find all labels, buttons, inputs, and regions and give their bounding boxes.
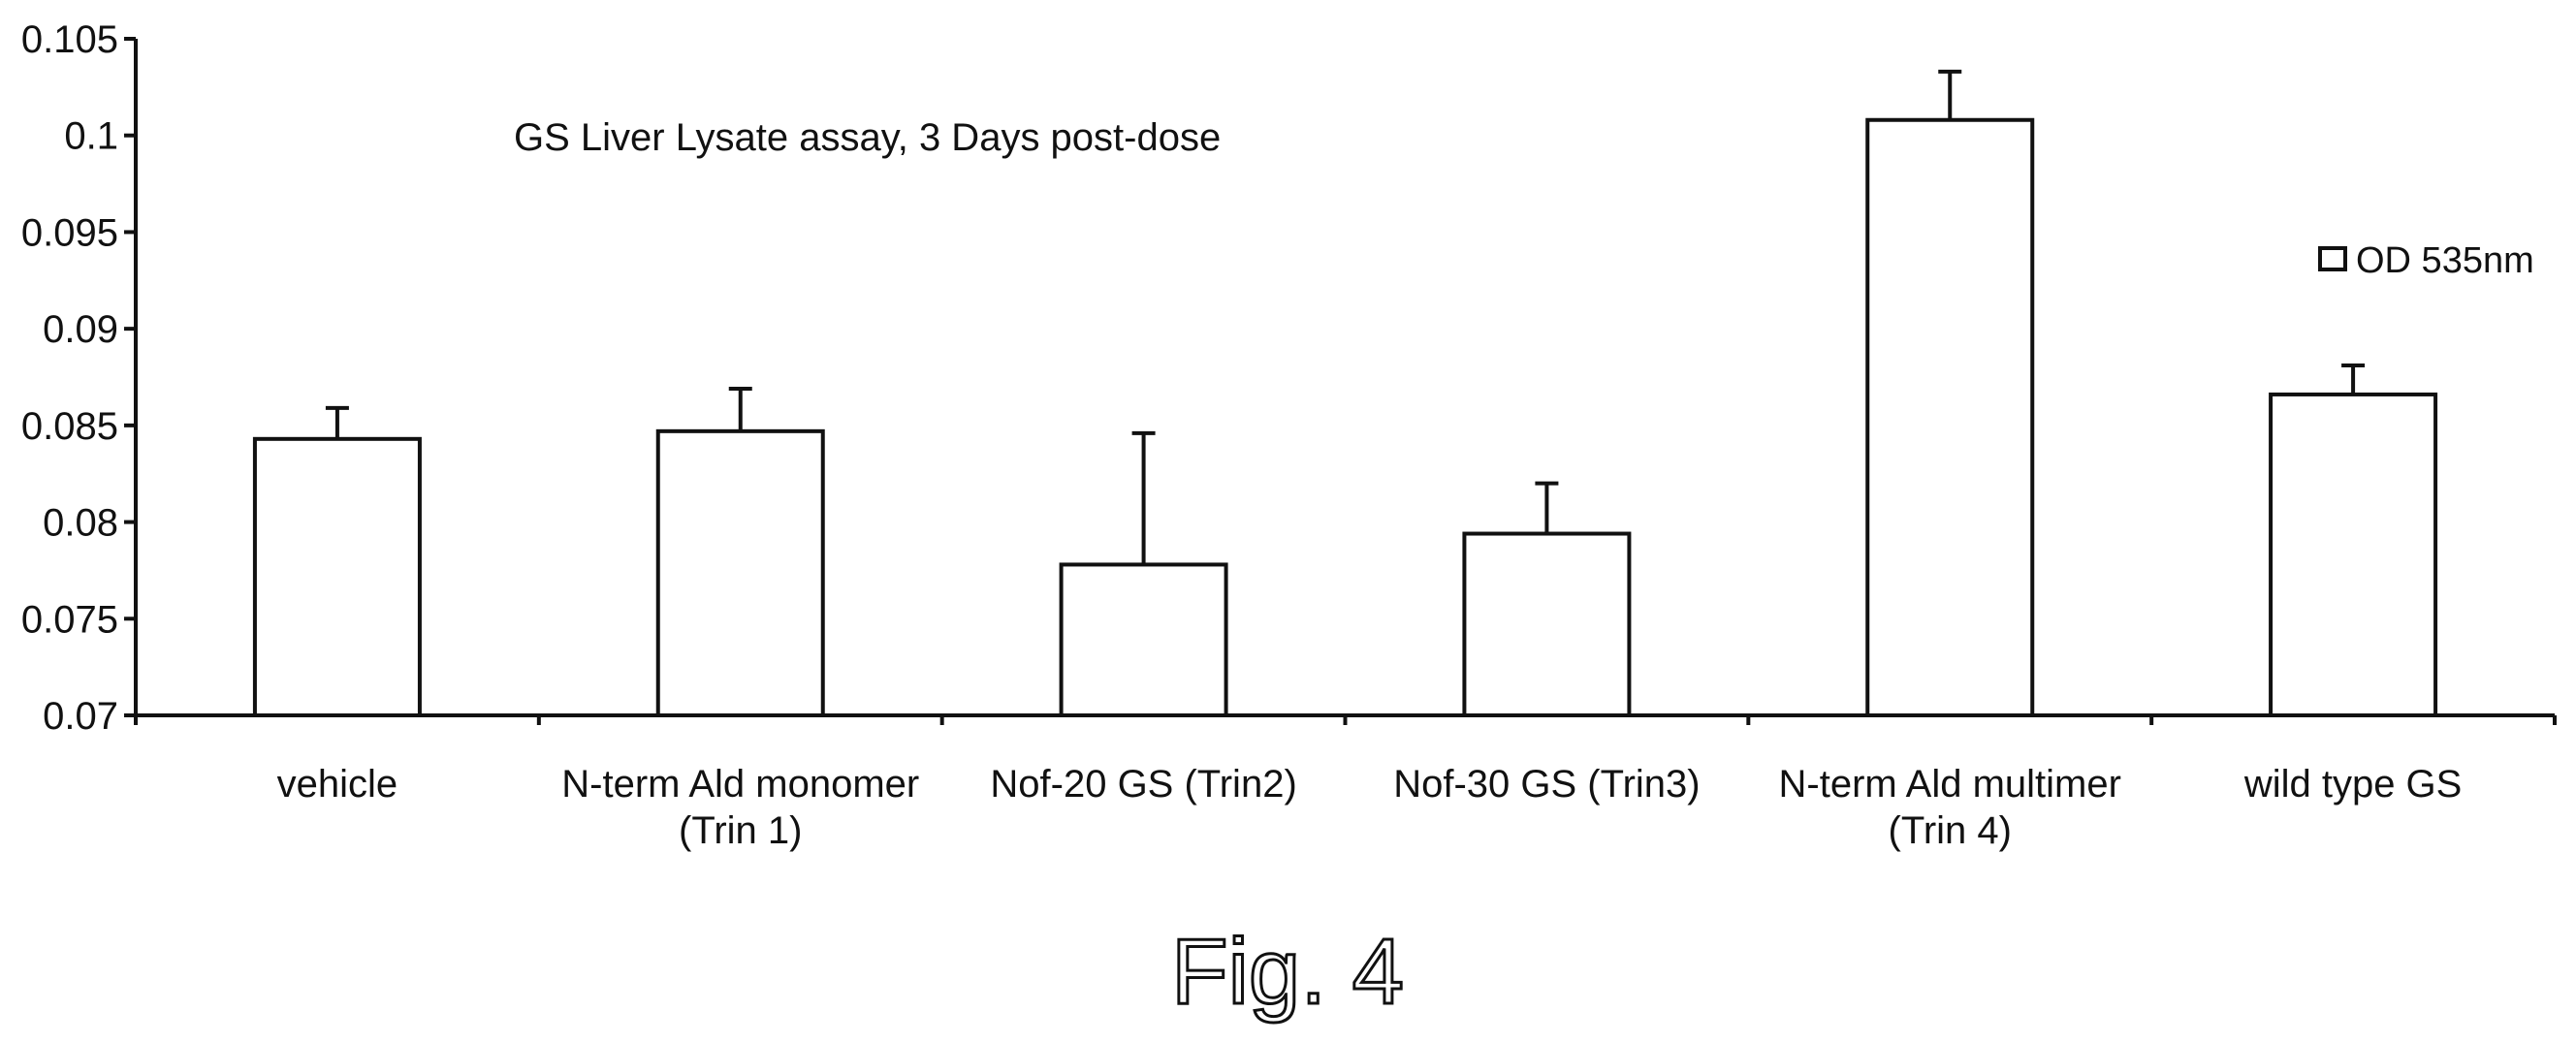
y-axis-ticks: 0.07 0.075 0.08 0.085 0.09 0.095 0.1 0.105 [21,18,136,738]
x-category-label: (Trin 4) [1889,809,2012,852]
x-category-label: Nof-30 GS (Trin3) [1393,763,1700,806]
y-tick-label: 0.075 [21,598,118,641]
x-category-label: vehicle [277,763,398,806]
y-tick-label: 0.08 [43,502,118,545]
bar [655,428,825,717]
y-tick-label: 0.1 [64,115,118,158]
x-category-label: N-term Ald multimer [1779,763,2121,806]
legend-label: OD 535nm [2356,240,2534,281]
x-category-label: N-term Ald monomer [561,763,919,806]
y-tick-label: 0.105 [21,18,118,61]
y-tick-label: 0.095 [21,211,118,254]
bar [1462,531,1632,718]
bar [252,436,422,717]
bars [252,117,2438,718]
bar [2269,392,2438,717]
x-category-label: (Trin 1) [679,809,802,852]
chart-title: GS Liver Lysate assay, 3 Days post-dose [514,116,1221,159]
x-category-label: Nof-20 GS (Trin2) [990,763,1296,806]
x-axis-labels: vehicle N-term Ald monomer(Trin 1) Nof-20 … [277,763,2463,852]
legend: OD 535nm [2318,240,2534,281]
bar [1865,117,2035,717]
y-tick-label: 0.07 [43,695,118,738]
y-tick-label: 0.09 [43,308,118,351]
x-category-label: wild type GS [2243,763,2463,806]
legend-swatch [2318,246,2347,271]
bar [1059,562,1228,718]
y-tick-label: 0.085 [21,405,118,448]
chart-axes [134,39,2557,725]
figure-caption: Fig. 4 [1171,920,1404,1024]
error-bars [325,69,2366,565]
